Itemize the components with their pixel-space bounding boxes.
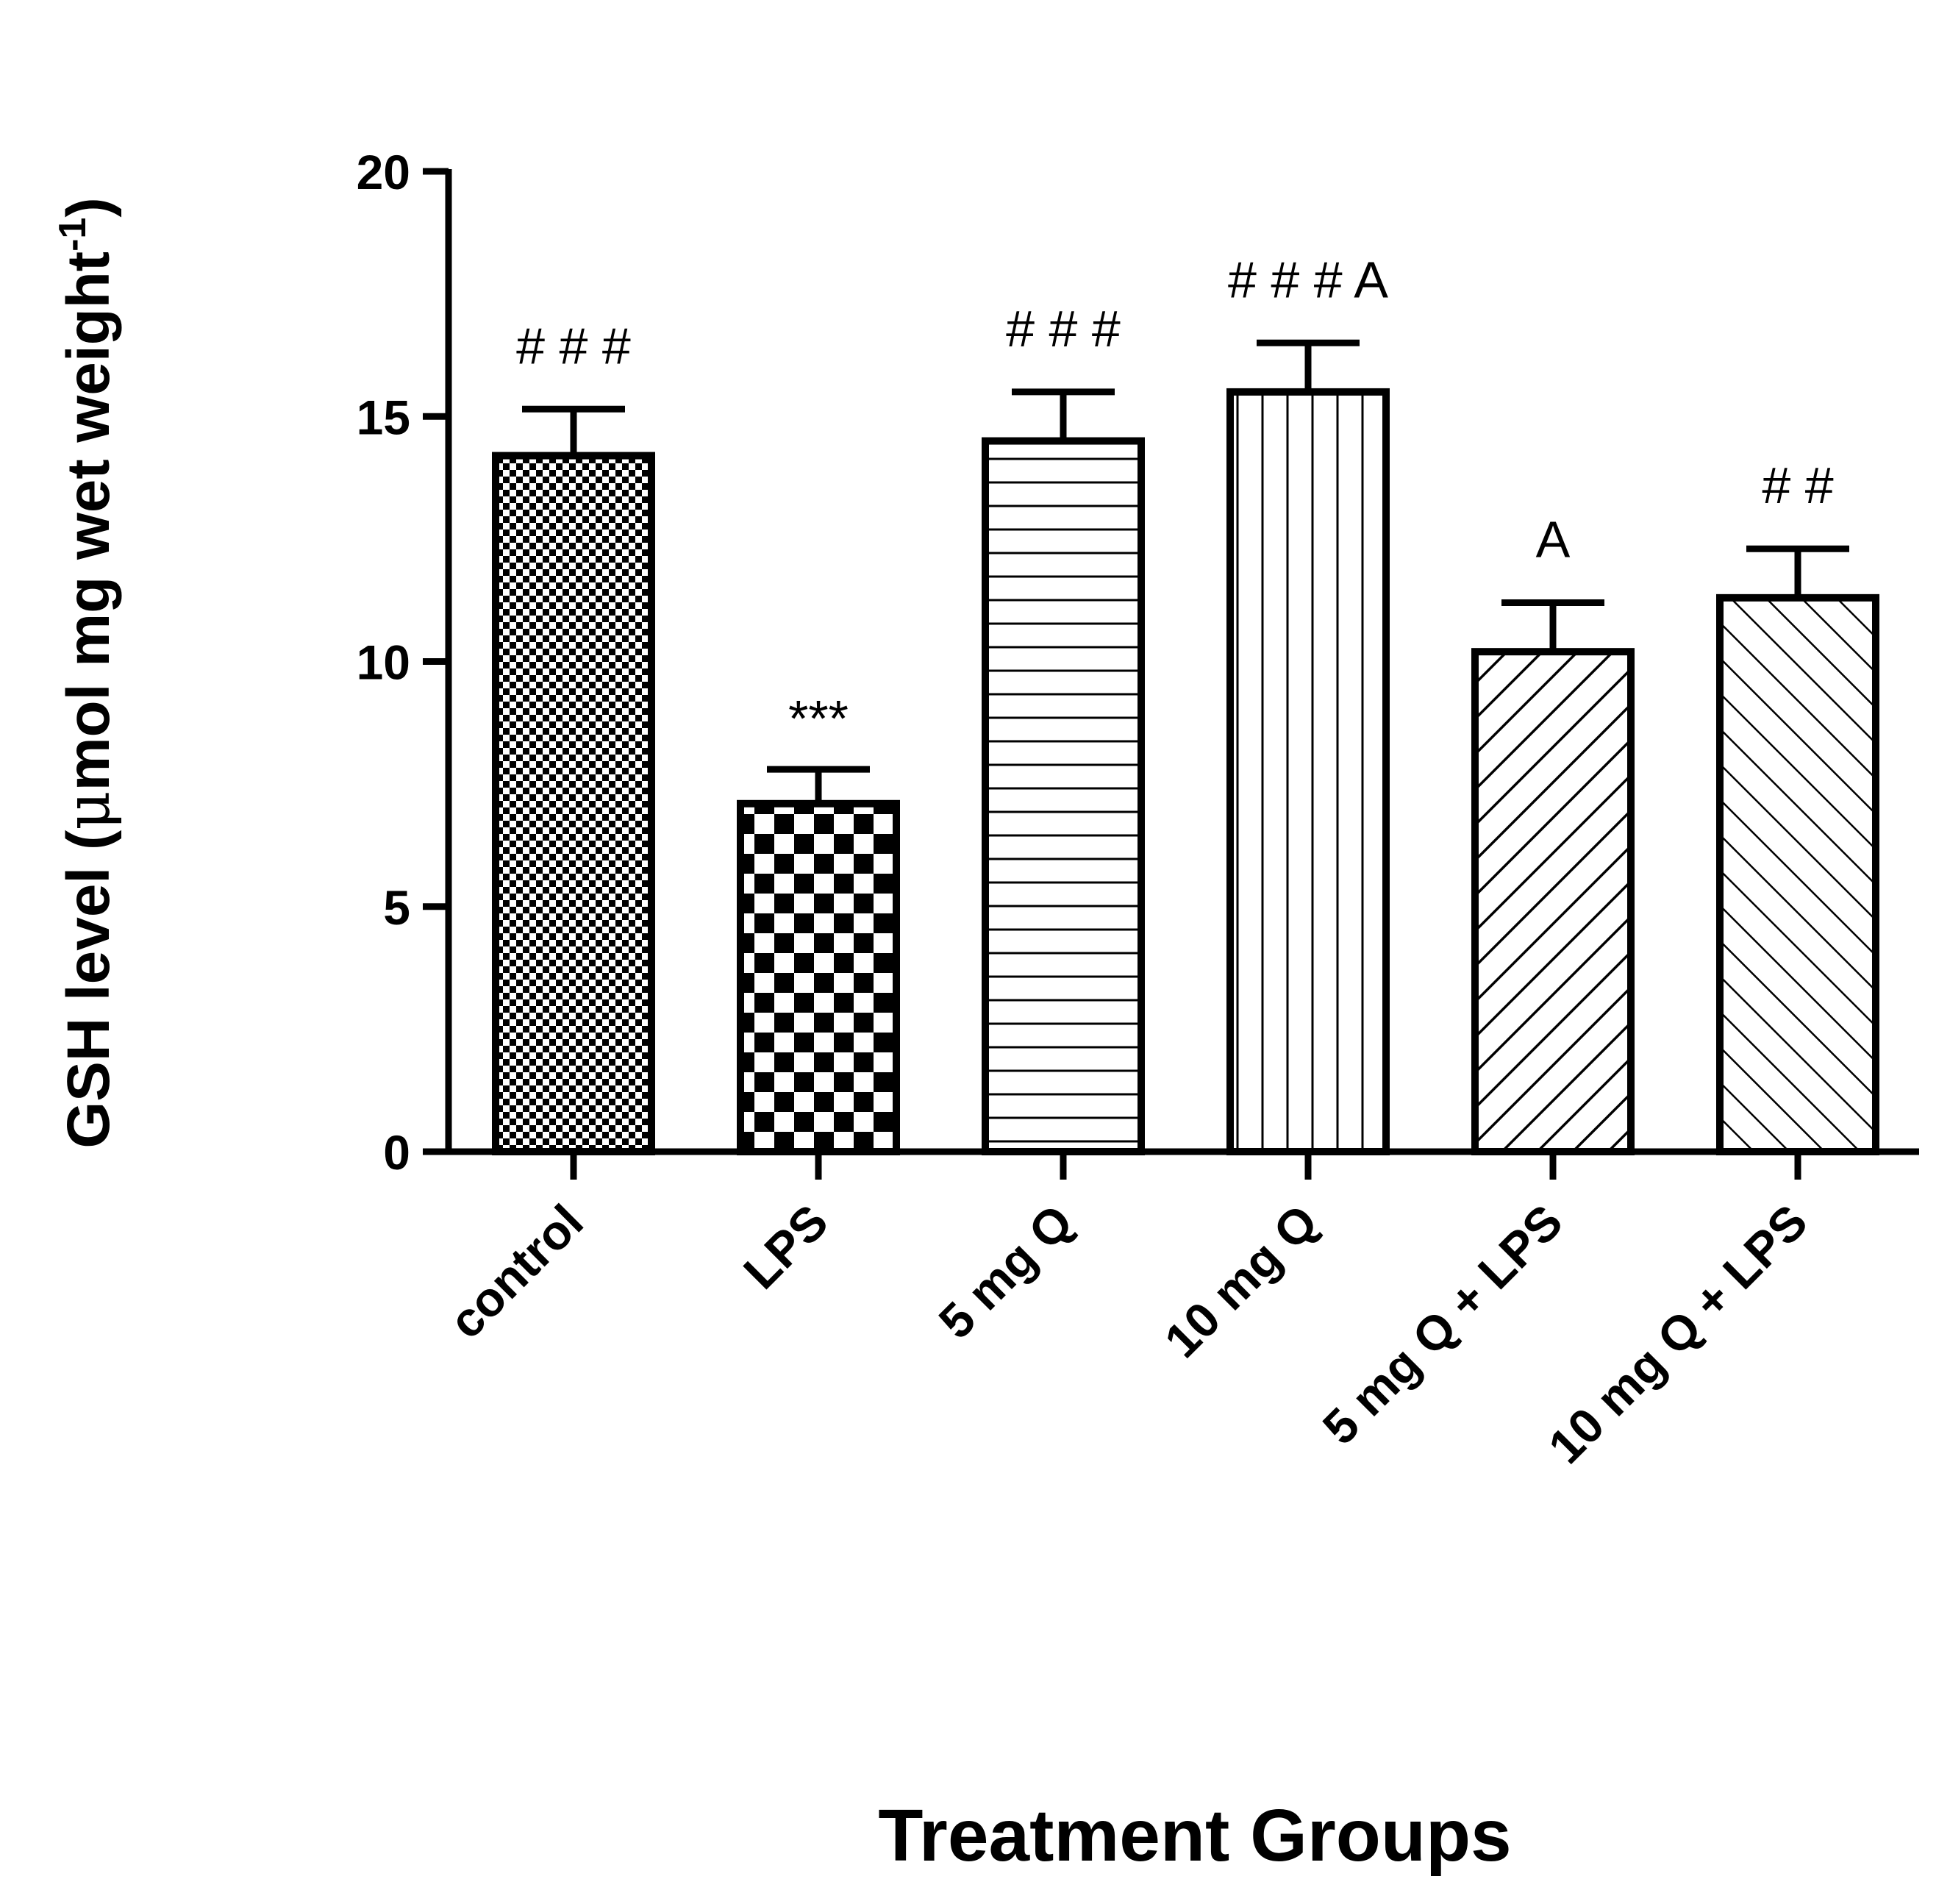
x-axis-title: Treatment Groups xyxy=(878,1794,1511,1877)
significance-label-0: # # # xyxy=(516,317,631,374)
category-label-5: 10 mg Q + LPS xyxy=(1538,1194,1817,1474)
y-tick-label: 20 xyxy=(357,145,410,199)
y-axis-title-main: mol mg wet weight xyxy=(55,252,122,791)
bar-2 xyxy=(982,437,1145,1155)
significance-label-2: # # # xyxy=(1006,300,1121,357)
y-tick-label: 5 xyxy=(383,880,410,935)
bar-3 xyxy=(1226,388,1390,1155)
y-axis: 0 5 10 15 20 xyxy=(357,145,452,1180)
y-axis-title-prefix: GSH level ( xyxy=(55,830,122,1149)
y-axis-title-superscript: -1 xyxy=(51,218,94,252)
y-tick-label: 0 xyxy=(383,1125,410,1180)
y-tick-label: 10 xyxy=(357,635,410,690)
significance-label-4: A xyxy=(1536,511,1571,568)
y-axis-title-mu: μ xyxy=(54,791,124,830)
y-axis-title-suffix: ) xyxy=(55,197,122,217)
bars: # # # *** # # # # # # A A # # xyxy=(492,251,1879,1156)
bar-1 xyxy=(737,799,900,1156)
bar-0 xyxy=(492,452,655,1155)
bar-5 xyxy=(1716,593,1879,1155)
category-label-0: control xyxy=(438,1194,593,1349)
category-label-1: LPS xyxy=(733,1194,838,1299)
bar-4 xyxy=(1471,648,1635,1155)
category-label-3: 10 mg Q xyxy=(1154,1194,1327,1368)
category-label-2: 5 mg Q xyxy=(928,1194,1083,1349)
significance-label-5: # # xyxy=(1762,457,1833,514)
y-tick-label: 15 xyxy=(357,390,410,444)
category-label-4: 5 mg Q + LPS xyxy=(1312,1194,1572,1455)
y-axis-title: GSH level (μmol mg wet weight-1) xyxy=(51,197,124,1148)
significance-label-1: *** xyxy=(788,690,849,747)
significance-label-3: # # # A xyxy=(1228,251,1388,308)
